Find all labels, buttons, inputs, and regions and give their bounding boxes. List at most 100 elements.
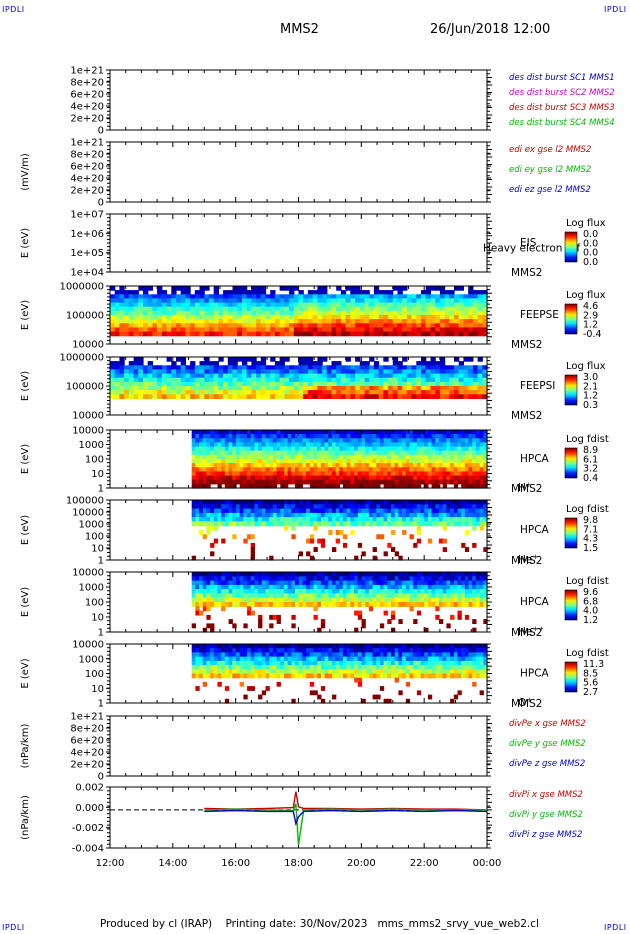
spectrogram-cell xyxy=(176,377,182,383)
spectrogram-cell xyxy=(365,434,370,439)
spectrogram-cell xyxy=(477,323,483,328)
spectrogram-cell xyxy=(357,542,363,548)
spectrogram-cell xyxy=(453,576,459,582)
spectrogram-cell xyxy=(409,446,414,452)
spectrogram-cell xyxy=(176,327,182,333)
spectrogram-cell xyxy=(420,521,425,527)
spectrogram-cell xyxy=(246,298,252,304)
spectrogram-cell xyxy=(236,669,241,675)
y-tick-label: 1000 xyxy=(79,520,104,531)
spectrogram-cell xyxy=(232,438,237,443)
spectrogram-cell xyxy=(468,434,473,439)
corner-label-top-right: IPDLI xyxy=(604,5,627,14)
spectrogram-cell xyxy=(361,450,366,456)
spectrogram-cell xyxy=(477,381,483,387)
spectrogram-cell xyxy=(394,471,399,477)
spectrogram-cell xyxy=(114,323,120,328)
spectrogram-cell xyxy=(307,331,314,337)
spectrogram-cell xyxy=(250,467,255,472)
spectrogram-cell xyxy=(232,369,238,375)
spectrogram-cell xyxy=(217,521,222,527)
spectrogram-cell xyxy=(332,500,337,505)
spectrogram-cell xyxy=(449,323,455,328)
spectrogram-cell xyxy=(387,483,392,489)
spectrogram-cell xyxy=(416,430,422,435)
spectrogram-cell xyxy=(260,298,267,304)
spectrogram-cell xyxy=(217,665,222,670)
spectrogram-cell xyxy=(232,323,238,328)
spectrogram-cell xyxy=(295,572,300,577)
spectrogram-cell xyxy=(402,306,408,312)
spectrogram-cell xyxy=(224,467,230,472)
spectrogram-cell xyxy=(287,593,292,599)
spectrogram-cell xyxy=(309,517,315,522)
spectrogram-cell xyxy=(194,319,201,324)
spectrogram-cell xyxy=(413,500,418,505)
spectrogram-cell xyxy=(435,390,441,395)
spectrogram-cell xyxy=(406,369,413,375)
spectrogram-cell xyxy=(483,450,488,456)
spectrogram-cell xyxy=(388,298,394,304)
spectrogram-cell xyxy=(453,512,459,518)
spectrogram-cell xyxy=(194,315,201,320)
spectrogram-cell xyxy=(237,323,243,328)
spectrogram-cell xyxy=(261,589,267,594)
spectrogram-cell xyxy=(453,459,459,464)
spectrogram-cell xyxy=(206,597,211,603)
spectrogram-cell xyxy=(431,430,436,435)
spectrogram-cell xyxy=(185,386,191,391)
spectrogram-cell xyxy=(274,327,281,333)
spectrogram-cell xyxy=(217,652,222,658)
spectrogram-cell xyxy=(171,323,177,328)
spectrogram-cell xyxy=(439,294,446,299)
spectrogram-cell xyxy=(482,373,488,379)
spectrogram-cell xyxy=(416,310,422,316)
spectrogram-cell xyxy=(190,319,196,324)
spectrogram-cell xyxy=(350,475,355,481)
spectrogram-cell xyxy=(227,394,234,399)
spectrogram-cell xyxy=(350,589,355,594)
spectrogram-cell xyxy=(346,597,351,603)
spectrogram-cell xyxy=(147,306,153,312)
spectrogram-cell xyxy=(421,331,427,337)
spectrogram-cell xyxy=(147,315,153,320)
spectrogram-cell xyxy=(312,373,318,379)
spectrogram-cell xyxy=(289,302,295,308)
spectrogram-cell xyxy=(479,512,484,518)
spectrogram-cell xyxy=(306,512,311,518)
spectrogram-cell xyxy=(232,508,237,514)
spectrogram-cell xyxy=(206,459,211,464)
spectrogram-cell xyxy=(269,471,274,477)
spectrogram-cell xyxy=(343,459,348,464)
spectrogram-cell xyxy=(213,446,219,452)
spectrogram-cell xyxy=(335,438,340,443)
spectrogram-cell xyxy=(345,302,351,308)
spectrogram-cell xyxy=(232,652,237,658)
spectrogram-cell xyxy=(413,454,418,460)
spectrogram-cell xyxy=(138,294,144,299)
spectrogram-cell xyxy=(376,517,381,522)
spectrogram-cell xyxy=(442,504,447,510)
spectrogram-cell xyxy=(274,315,281,320)
spectrogram-cell xyxy=(483,446,488,452)
spectrogram-cell xyxy=(369,310,375,316)
spectrogram-cell xyxy=(199,521,204,527)
spectrogram-cell xyxy=(272,504,278,510)
spectrogram-cell xyxy=(284,331,290,337)
spectrogram-cell xyxy=(368,430,374,435)
spectrogram-cell xyxy=(206,521,211,527)
spectrogram-cell xyxy=(243,576,248,582)
spectrogram-cell xyxy=(439,310,446,316)
spectrogram-cell xyxy=(472,331,479,337)
spectrogram-cell xyxy=(239,483,244,489)
spectrogram-cell xyxy=(416,504,422,510)
spectrogram-cell xyxy=(354,475,359,481)
spectrogram-cell xyxy=(475,467,481,472)
spectrogram-cell xyxy=(317,290,323,295)
spectrogram-cell xyxy=(376,479,381,485)
spectrogram-cell xyxy=(322,394,328,399)
spectrogram-cell xyxy=(317,627,322,633)
spectrogram-cell xyxy=(279,381,285,387)
spectrogram-cell xyxy=(427,430,433,435)
spectrogram-cell xyxy=(306,508,311,514)
